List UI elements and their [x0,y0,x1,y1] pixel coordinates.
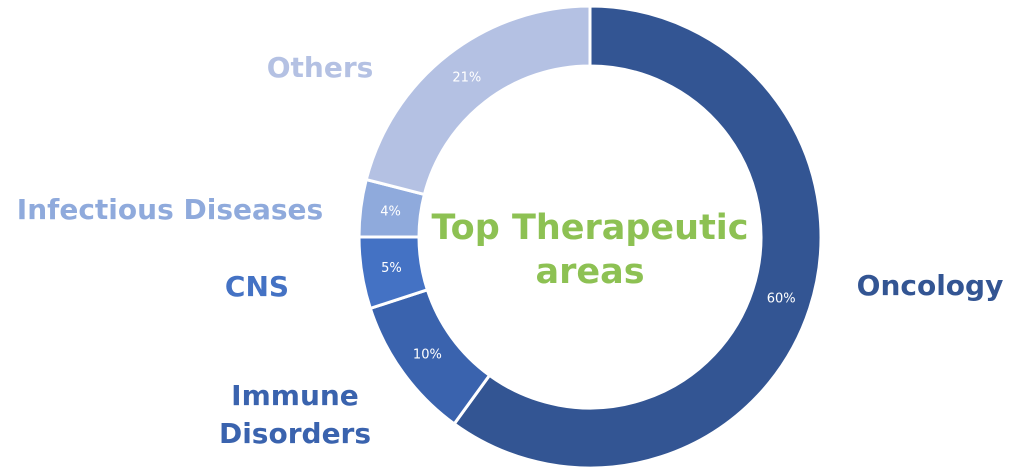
value-label: 21% [452,71,481,86]
category-label: CNS [224,270,290,303]
category-label: Immune Disorders [218,379,372,450]
donut-slice [364,4,592,197]
category-label: Others [266,51,374,84]
category-label: Infectious Diseases [16,193,324,226]
category-label: Oncology [856,269,1004,302]
donut-slice [452,4,823,470]
value-label: 10% [413,348,442,363]
chart-title: Top Therapeutic areas [431,208,749,292]
value-label: 5% [381,261,402,276]
value-label: 4% [380,204,401,219]
value-label: 60% [767,292,796,307]
